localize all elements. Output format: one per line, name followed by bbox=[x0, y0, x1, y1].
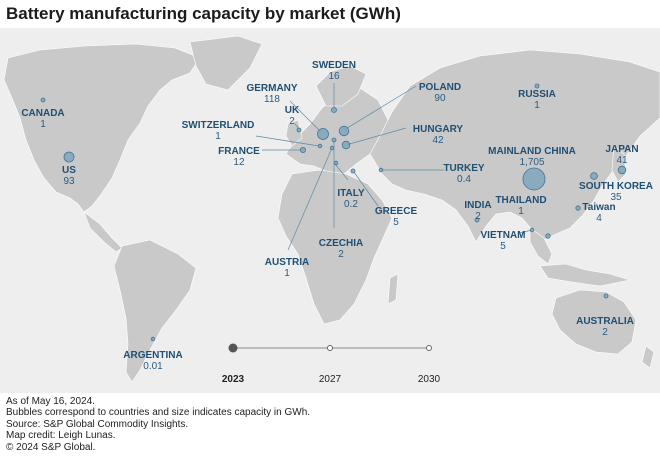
leader-line-poland bbox=[343, 85, 417, 131]
footnotes: As of May 16, 2024. Bubbles correspond t… bbox=[6, 396, 310, 453]
central-america-shape bbox=[83, 211, 123, 253]
label-germany: GERMANY 118 bbox=[246, 83, 298, 105]
australia-shape bbox=[551, 289, 637, 355]
bubble-czechia bbox=[331, 137, 337, 143]
timeline-label-2023[interactable]: 2023 bbox=[221, 374, 245, 385]
label-poland: POLAND 90 bbox=[418, 82, 462, 104]
label-france: FRANCE 12 bbox=[218, 146, 260, 168]
south-america-shape bbox=[113, 239, 197, 383]
bubble-germany bbox=[317, 128, 329, 140]
leader-line-austria bbox=[287, 147, 333, 251]
bubble-greece bbox=[350, 168, 356, 174]
leader-line-switzerland bbox=[255, 135, 320, 147]
bubble-india bbox=[474, 217, 480, 223]
bubble-south-korea bbox=[590, 172, 598, 180]
label-south-korea: SOUTH KOREA 35 bbox=[579, 181, 653, 203]
uk-shape bbox=[285, 119, 303, 147]
label-japan: JAPAN 41 bbox=[605, 144, 639, 166]
bubble-poland bbox=[338, 125, 350, 137]
note-copyright: © 2024 S&P Global. bbox=[6, 441, 96, 453]
label-italy: ITALY 0.2 bbox=[337, 188, 365, 210]
note-date: As of May 16, 2024. bbox=[6, 396, 95, 407]
world-map-land bbox=[3, 35, 660, 383]
bubble-russia bbox=[534, 83, 540, 89]
world-map: CANADA 1 US 93 ARGENTINA 0.01 SWEDEN 16 GERM… bbox=[0, 28, 660, 393]
bubble-taiwan bbox=[575, 205, 581, 211]
leader-line-italy bbox=[334, 163, 349, 181]
year-timeline-slider[interactable] bbox=[220, 338, 450, 368]
label-switzerland: SWITZERLAND 1 bbox=[181, 120, 255, 142]
label-canada: CANADA 1 bbox=[21, 108, 65, 130]
label-hungary: HUNGARY 42 bbox=[412, 124, 464, 146]
label-mainland-china: MAINLAND CHINA 1,705 bbox=[488, 146, 576, 168]
note-map-credit: Map credit: Leigh Lunas. bbox=[6, 430, 116, 442]
label-argentina: ARGENTINA 0.01 bbox=[123, 350, 183, 372]
timeline-label-2030[interactable]: 2030 bbox=[417, 374, 441, 385]
label-us: US 93 bbox=[62, 165, 76, 187]
label-russia: RUSSIA 1 bbox=[518, 89, 556, 111]
bubble-japan bbox=[617, 165, 627, 175]
label-india: INDIA 2 bbox=[464, 200, 492, 222]
bubble-us bbox=[63, 151, 75, 163]
timeline-label-2027[interactable]: 2027 bbox=[318, 374, 342, 385]
bubble-argentina bbox=[150, 336, 156, 342]
label-greece: GREECE 5 bbox=[374, 206, 418, 228]
bubble-switzerland bbox=[317, 143, 323, 149]
scandinavia-shape bbox=[315, 65, 367, 107]
label-czechia: CZECHIA 2 bbox=[318, 238, 364, 260]
leader-line-hungary bbox=[345, 127, 407, 146]
label-thailand: THAILAND 1 bbox=[495, 195, 547, 217]
bubble-mainland-china bbox=[522, 167, 546, 191]
note-bubbles: Bubbles correspond to countries and size… bbox=[6, 407, 311, 419]
bubble-hungary bbox=[341, 140, 351, 150]
africa-shape bbox=[277, 169, 393, 325]
north-america-shape bbox=[3, 43, 201, 213]
bubble-uk bbox=[296, 127, 302, 133]
timeline-stop-2027[interactable] bbox=[327, 345, 333, 351]
note-source: Source: S&P Global Commodity Insights. bbox=[6, 418, 189, 430]
label-uk: UK 2 bbox=[284, 105, 300, 127]
bubble-sweden bbox=[331, 107, 337, 113]
indonesia-shape bbox=[539, 263, 631, 287]
asia-shape bbox=[369, 49, 660, 243]
bubble-austria bbox=[329, 145, 335, 151]
leader-line-germany bbox=[289, 100, 323, 134]
new-zealand-shape bbox=[641, 345, 655, 369]
bubble-turkey bbox=[378, 167, 384, 173]
bubble-italy bbox=[333, 160, 339, 166]
label-sweden: SWEDEN 16 bbox=[312, 60, 356, 82]
timeline-stop-2023[interactable] bbox=[228, 343, 238, 353]
timeline-stop-2030[interactable] bbox=[426, 345, 432, 351]
greenland-shape bbox=[189, 35, 263, 91]
chart-title: Battery manufacturing capacity by market… bbox=[6, 4, 401, 23]
label-vietnam: VIETNAM 5 bbox=[480, 230, 526, 252]
madagascar-shape bbox=[387, 273, 399, 305]
label-austria: AUSTRIA 1 bbox=[264, 257, 310, 279]
bubble-australia bbox=[603, 293, 609, 299]
label-australia: AUSTRALIA 2 bbox=[576, 316, 634, 338]
label-turkey: TURKEY 0.4 bbox=[443, 163, 485, 185]
bubble-france bbox=[299, 147, 306, 154]
leader-line-greece bbox=[353, 171, 379, 207]
southeast-asia-shape bbox=[529, 227, 553, 265]
label-taiwan: Taiwan 4 bbox=[582, 202, 616, 224]
bubble-thailand bbox=[529, 227, 535, 233]
bubble-vietnam bbox=[545, 233, 551, 239]
bubble-canada bbox=[40, 97, 46, 103]
